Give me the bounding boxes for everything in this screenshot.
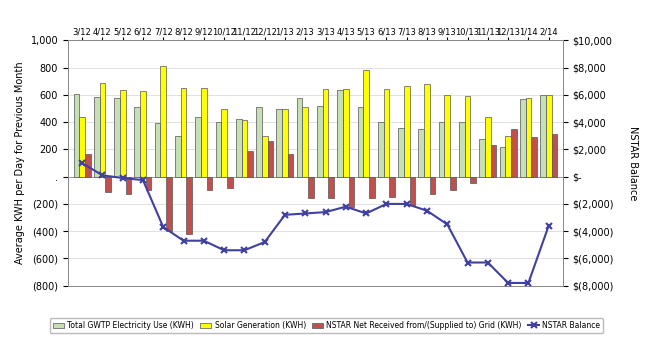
Bar bbox=[409, 177, 415, 205]
Bar bbox=[105, 177, 111, 192]
Bar bbox=[459, 122, 465, 177]
Bar bbox=[404, 86, 409, 177]
Bar bbox=[201, 88, 206, 177]
Bar bbox=[328, 177, 334, 198]
Bar bbox=[358, 107, 363, 177]
Bar bbox=[206, 177, 212, 190]
Bar bbox=[276, 109, 282, 177]
Bar bbox=[424, 84, 430, 177]
Bar bbox=[470, 177, 476, 183]
Bar bbox=[268, 141, 273, 177]
Bar bbox=[430, 177, 436, 194]
Y-axis label: Average KWH per Day for Previous Month: Average KWH per Day for Previous Month bbox=[15, 62, 25, 264]
Bar bbox=[532, 137, 537, 177]
Bar bbox=[490, 145, 496, 177]
Bar bbox=[186, 177, 192, 234]
Bar bbox=[439, 122, 445, 177]
Bar bbox=[445, 95, 450, 177]
Bar bbox=[79, 117, 85, 177]
Bar bbox=[175, 136, 181, 177]
Bar bbox=[256, 107, 262, 177]
Bar bbox=[398, 128, 404, 177]
Bar bbox=[479, 139, 485, 177]
Bar bbox=[146, 177, 151, 190]
Bar bbox=[363, 70, 369, 177]
Bar bbox=[125, 177, 131, 194]
Bar bbox=[369, 177, 375, 198]
Bar bbox=[114, 98, 120, 177]
Y-axis label: NSTAR Balance: NSTAR Balance bbox=[628, 126, 638, 200]
Bar bbox=[485, 117, 490, 177]
Bar bbox=[195, 117, 201, 177]
Bar bbox=[500, 147, 505, 177]
Bar bbox=[215, 122, 221, 177]
Bar bbox=[323, 90, 328, 177]
Bar bbox=[161, 66, 166, 177]
Bar bbox=[247, 151, 253, 177]
Bar bbox=[94, 97, 99, 177]
Bar bbox=[296, 98, 302, 177]
Bar bbox=[140, 91, 146, 177]
Bar bbox=[546, 95, 552, 177]
Bar bbox=[338, 90, 343, 177]
Bar bbox=[349, 177, 355, 207]
Bar bbox=[383, 90, 389, 177]
Bar bbox=[181, 88, 186, 177]
Bar bbox=[419, 129, 424, 177]
Bar bbox=[155, 123, 161, 177]
Bar bbox=[262, 136, 268, 177]
Bar bbox=[282, 109, 288, 177]
Bar bbox=[540, 95, 546, 177]
Bar bbox=[343, 90, 349, 177]
Bar bbox=[465, 96, 470, 177]
Bar bbox=[552, 134, 557, 177]
Bar bbox=[74, 94, 79, 177]
Bar bbox=[526, 98, 532, 177]
Bar bbox=[520, 99, 526, 177]
Bar bbox=[166, 177, 172, 231]
Bar bbox=[221, 109, 227, 177]
Bar bbox=[389, 177, 395, 197]
Bar bbox=[135, 107, 140, 177]
Legend: Total GWTP Electricity Use (KWH), Solar Generation (KWH), NSTAR Net Received fro: Total GWTP Electricity Use (KWH), Solar … bbox=[50, 318, 603, 333]
Bar bbox=[242, 120, 247, 177]
Bar bbox=[227, 177, 232, 188]
Bar bbox=[450, 177, 456, 190]
Bar bbox=[505, 136, 511, 177]
Bar bbox=[308, 177, 314, 198]
Bar bbox=[120, 90, 125, 177]
Bar bbox=[288, 154, 293, 177]
Bar bbox=[302, 107, 308, 177]
Bar bbox=[99, 83, 105, 177]
Bar bbox=[85, 154, 91, 177]
Bar bbox=[511, 129, 517, 177]
Bar bbox=[378, 122, 383, 177]
Bar bbox=[236, 119, 242, 177]
Bar bbox=[317, 106, 323, 177]
